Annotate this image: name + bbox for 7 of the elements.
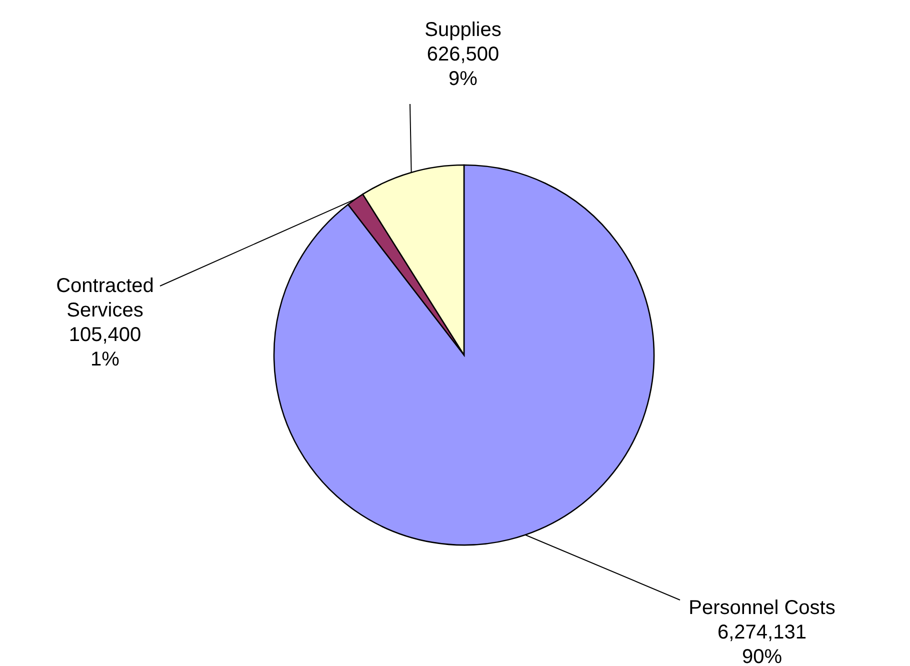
slice-label: Personnel Costs xyxy=(688,597,836,619)
slice-label: Contracted Services xyxy=(56,275,154,322)
data-label: 105,400 1% xyxy=(68,324,142,370)
slice-label: Supplies xyxy=(424,19,502,41)
data-label: 6,274,131 90% xyxy=(718,622,806,666)
pie-slice xyxy=(273,164,655,546)
data-label: 626,500 9% xyxy=(426,44,500,90)
